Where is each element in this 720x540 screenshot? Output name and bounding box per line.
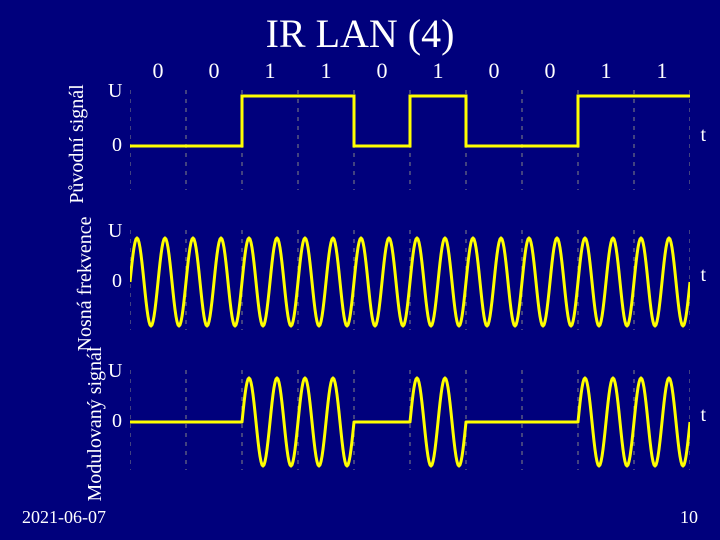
u-axis-label: U — [108, 80, 122, 103]
waveform-carrier — [130, 230, 690, 330]
footer-date: 2021-06-07 — [22, 507, 106, 528]
panel-ylabel: Nosná frekvence — [74, 217, 97, 352]
t-axis-label: t — [700, 124, 706, 147]
slide: IR LAN (4) 0011010011 Původní signálU0tN… — [0, 0, 720, 540]
u-axis-label: U — [108, 360, 122, 383]
u-axis-label: U — [108, 220, 122, 243]
waveform-modulated — [130, 370, 690, 470]
zero-axis-label: 0 — [112, 410, 122, 433]
footer-page: 10 — [680, 507, 698, 528]
zero-axis-label: 0 — [112, 270, 122, 293]
t-axis-label: t — [700, 264, 706, 287]
panel-ylabel: Modulovaný signál — [84, 347, 107, 502]
zero-axis-label: 0 — [112, 134, 122, 157]
waveform-original — [130, 90, 690, 190]
panel-ylabel: Původní signál — [66, 84, 89, 203]
panel-carrier: Nosná frekvenceU0t — [0, 224, 720, 344]
panel-modulated: Modulovaný signálU0t — [0, 364, 720, 484]
t-axis-label: t — [700, 404, 706, 427]
slide-title: IR LAN (4) — [0, 10, 720, 57]
panel-original: Původní signálU0t — [0, 84, 720, 204]
